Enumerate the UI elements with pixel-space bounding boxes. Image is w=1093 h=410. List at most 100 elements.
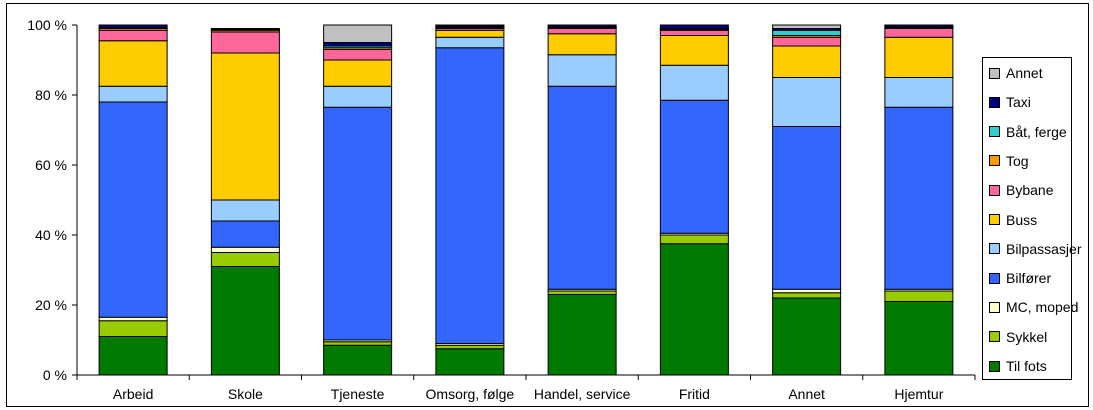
bar-segment-bybane xyxy=(210,31,280,54)
bars xyxy=(98,24,954,376)
x-tick-label: Omsorg, følge xyxy=(426,386,515,402)
bar-segment-taxi xyxy=(98,24,168,29)
bar-segment-buss xyxy=(659,35,729,66)
y-tick-label: 80 % xyxy=(35,87,67,103)
bar-stack-4 xyxy=(547,24,617,376)
legend-label: Buss xyxy=(1006,211,1038,228)
bar-segment-bilf-rer xyxy=(435,47,505,344)
y-tick-label: 0 % xyxy=(43,367,67,383)
bar-segment-bilpassasjer xyxy=(323,85,393,108)
legend-swatch xyxy=(989,301,1000,313)
bar-segment-bilf-rer xyxy=(323,106,393,341)
bar-segment-mc-moped xyxy=(210,246,280,253)
legend-swatch xyxy=(989,126,1000,138)
legend-label: Taxi xyxy=(1006,94,1031,111)
bar-segment-bilpassasjer xyxy=(435,36,505,49)
bar-segment-buss xyxy=(547,33,617,56)
bar-segment-bilpassasjer xyxy=(659,64,729,101)
y-tick-label: 20 % xyxy=(35,297,67,313)
x-tick-label: Arbeid xyxy=(113,386,153,402)
bar-segment-buss xyxy=(323,59,393,87)
bar-segment-til-fots xyxy=(435,348,505,376)
bar-segment-bilpassasjer xyxy=(884,77,954,108)
bar-segment-bybane xyxy=(547,28,617,35)
legend-item: Buss xyxy=(989,211,1037,229)
bar-segment-annet xyxy=(435,24,505,27)
legend-item: Sykkel xyxy=(989,328,1047,346)
bar-stack-3 xyxy=(435,24,505,376)
bar-segment-bybane xyxy=(98,29,168,42)
legend-label: Bybane xyxy=(1006,182,1054,199)
legend-label: MC, moped xyxy=(1006,299,1079,316)
y-tick-label: 40 % xyxy=(35,227,67,243)
legend-item: Båt, ferge xyxy=(989,123,1067,141)
bar-segment-mc-moped xyxy=(98,316,168,322)
legend-label: Båt, ferge xyxy=(1006,123,1067,140)
bar-segment-til-fots xyxy=(772,297,842,376)
bar-segment-bybane xyxy=(323,49,393,61)
bar-segment-sykkel xyxy=(435,344,505,350)
bar-stack-0 xyxy=(98,24,168,376)
legend-swatch xyxy=(989,155,1000,167)
bar-segment-buss xyxy=(772,45,842,78)
y-tick-label: 60 % xyxy=(35,157,67,173)
x-tick-label: Fritid xyxy=(679,386,710,402)
bar-segment-bilpassasjer xyxy=(547,54,617,87)
bar-segment-bybane xyxy=(884,28,954,38)
legend-item: MC, moped xyxy=(989,298,1078,316)
bar-segment-til-fots xyxy=(547,294,617,376)
bar-segment-b-t-ferge xyxy=(772,29,842,36)
bar-segment-taxi xyxy=(659,24,729,29)
legend-label: Tog xyxy=(1006,152,1029,169)
legend-item: Tog xyxy=(989,152,1029,170)
legend-item: Bybane xyxy=(989,181,1053,199)
bar-segment-bilpassasjer xyxy=(98,85,168,103)
x-tick-label: Handel, service xyxy=(534,386,631,402)
bar-stack-6 xyxy=(772,24,842,376)
legend-item: Annet xyxy=(989,64,1043,82)
bar-segment-bybane xyxy=(772,36,842,47)
legend-item: Taxi xyxy=(989,93,1031,111)
bar-segment-taxi xyxy=(547,24,617,28)
legend-swatch xyxy=(989,243,1000,255)
bar-segment-buss xyxy=(884,36,954,78)
bar-segment-bilpassasjer xyxy=(772,77,842,127)
legend-item: Bilpassasjer xyxy=(989,240,1081,258)
y-tick-label: 100 % xyxy=(27,17,67,33)
bar-segment-bilf-rer xyxy=(659,99,729,234)
legend-swatch xyxy=(989,214,1000,225)
x-tick-label: Skole xyxy=(228,386,263,402)
bar-stack-7 xyxy=(884,24,954,376)
legend-label: Til fots xyxy=(1006,358,1047,374)
x-tick-label: Annet xyxy=(788,386,825,402)
bar-segment-buss xyxy=(98,40,168,87)
bar-segment-bybane xyxy=(659,29,729,36)
bar-segment-til-fots xyxy=(323,344,393,376)
bar-stack-5 xyxy=(659,24,729,376)
legend-label: Annet xyxy=(1006,65,1043,81)
legend-swatch xyxy=(989,184,1000,196)
bar-segment-bilpassasjer xyxy=(210,199,280,222)
bar-segment-taxi xyxy=(210,28,280,31)
x-tick-label: Tjeneste xyxy=(331,386,385,402)
bar-segment-til-fots xyxy=(659,243,729,376)
legend: Annet Taxi Båt, ferge Tog Bybane Buss Bilpassa… xyxy=(982,57,1081,380)
bar-segment-sykkel xyxy=(884,290,954,302)
legend-swatch xyxy=(989,96,1000,108)
bar-segment-taxi xyxy=(323,42,393,47)
legend-swatch xyxy=(989,360,1000,372)
legend-swatch xyxy=(989,272,1000,284)
legend-label: Bilfører xyxy=(1006,270,1052,287)
bar-segment-bilf-rer xyxy=(772,126,842,290)
y-axis: 0 % 20 % 40 % 60 % 80 % 100 % xyxy=(27,17,78,383)
legend-label: Sykkel xyxy=(1006,328,1048,345)
bar-segment-sykkel xyxy=(210,252,280,267)
bar-segment-sykkel xyxy=(323,341,393,346)
bar-segment-bilf-rer xyxy=(210,220,280,248)
bar-segment-sykkel xyxy=(659,234,729,245)
legend-item: Bilfører xyxy=(989,269,1051,287)
x-axis: Arbeid Skole Tjeneste Omsorg, følge Handel, … xyxy=(76,374,976,402)
bar-segment-bilf-rer xyxy=(98,101,168,318)
bar-segment-sykkel xyxy=(547,290,617,295)
